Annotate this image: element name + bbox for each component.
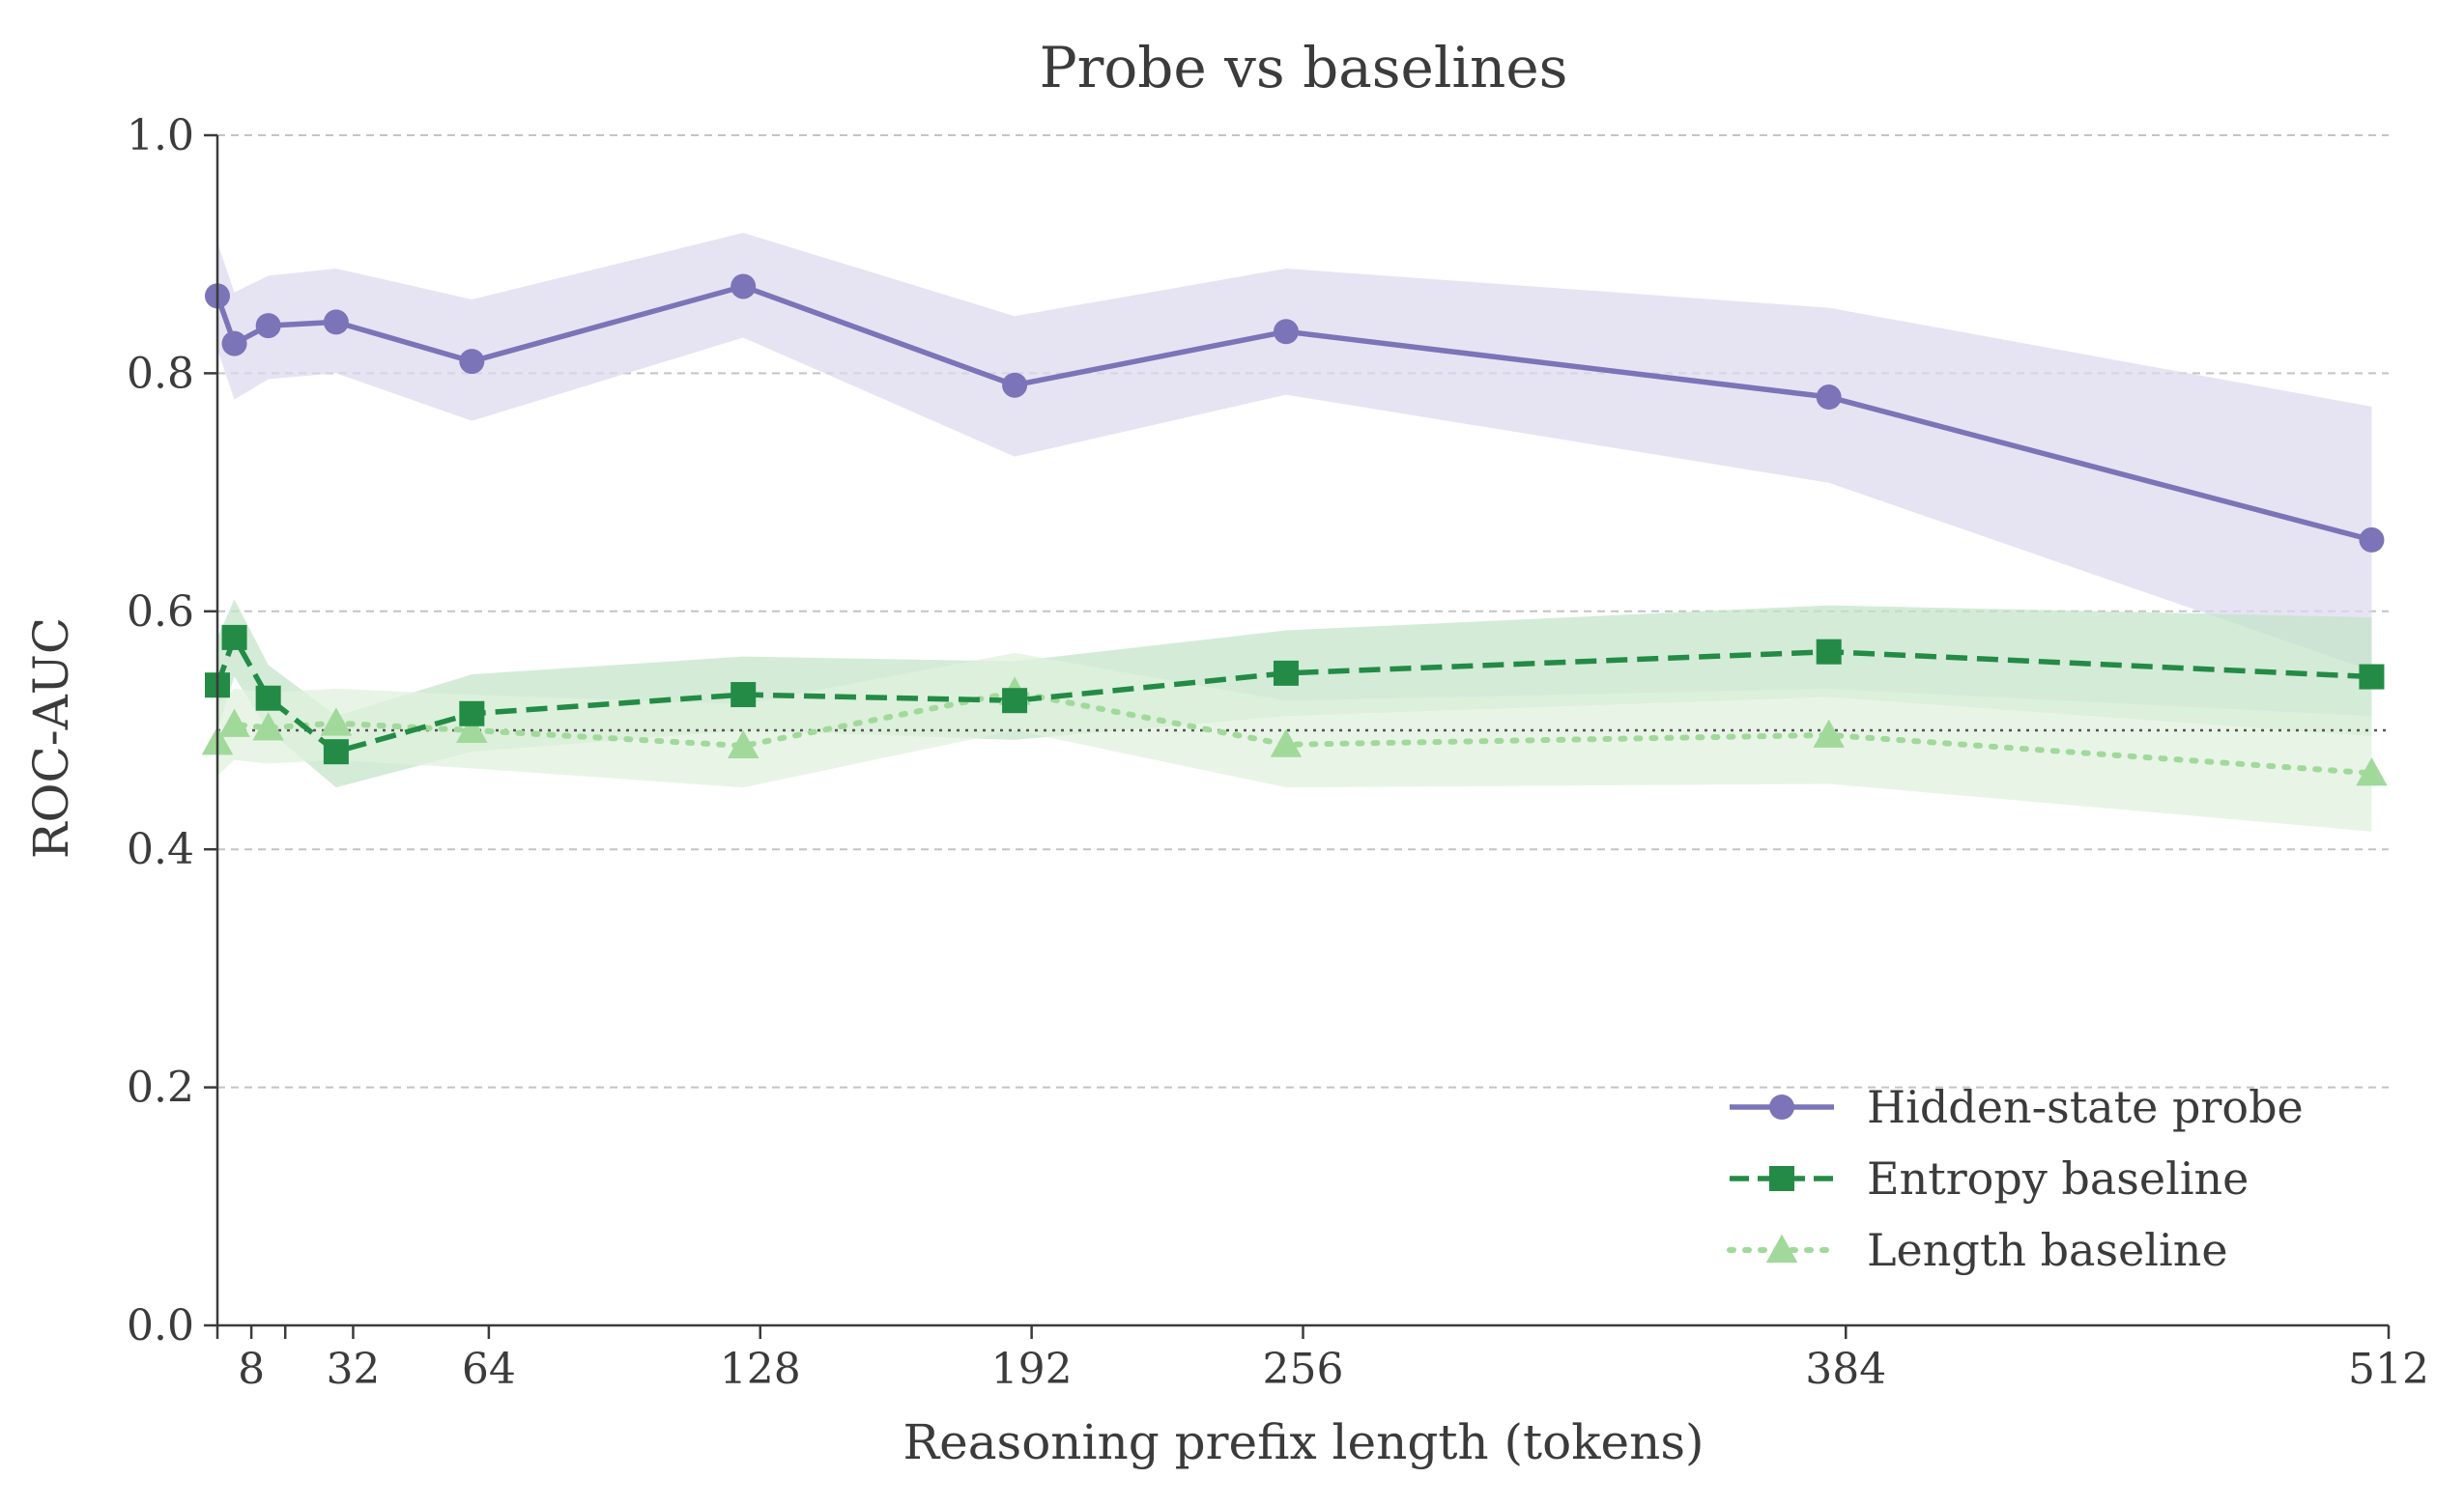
x-tick-label-3: 32 <box>326 1345 380 1394</box>
series-markers <box>201 273 2388 786</box>
point-1-9 <box>2359 664 2385 690</box>
point-0-8 <box>1816 384 1842 411</box>
point-0-9 <box>2359 526 2385 553</box>
point-1-8 <box>1816 639 1842 665</box>
y-tick-label-0: 0.0 <box>127 1301 194 1351</box>
x-axis-label: Reasoning prefix length (tokens) <box>903 1414 1705 1470</box>
x-tick-label-7: 256 <box>1263 1345 1344 1394</box>
x-tick-label-8: 384 <box>1805 1345 1886 1394</box>
point-1-7 <box>1273 660 1299 686</box>
point-1-4 <box>459 700 485 726</box>
series-lines <box>215 283 2375 777</box>
point-1-6 <box>1002 688 1028 714</box>
x-tick-label-5: 128 <box>720 1345 801 1394</box>
series-line-0 <box>215 283 2373 543</box>
legend-marker-0 <box>1769 1095 1794 1120</box>
x-tick-label-4: 64 <box>462 1345 516 1394</box>
point-2-1 <box>218 708 250 737</box>
point-0-3 <box>323 309 349 335</box>
series-line-2 <box>215 689 2375 777</box>
point-2-3 <box>320 707 353 736</box>
legend-marker-2 <box>1765 1234 1798 1263</box>
point-1-2 <box>255 685 281 711</box>
point-2-9 <box>2356 757 2388 786</box>
legend-label-0: Hidden-state probe <box>1867 1081 2304 1133</box>
y-axis-label: ROC-AUC <box>23 617 79 859</box>
y-tick-label-3: 0.6 <box>127 587 194 637</box>
point-1-1 <box>221 624 247 650</box>
y-tick-label-2: 0.4 <box>127 825 194 874</box>
point-0-2 <box>255 313 281 339</box>
legend-marker-1 <box>1769 1166 1794 1191</box>
point-0-6 <box>1002 372 1028 398</box>
legend-label-1: Entropy baseline <box>1867 1152 2249 1205</box>
point-2-5 <box>727 729 759 759</box>
y-tick-label-1: 0.2 <box>127 1064 194 1113</box>
x-tick-label-9: 512 <box>2348 1345 2429 1394</box>
point-0-4 <box>459 349 485 375</box>
ticks: 0.0 0.2 0.4 0.6 0.8 1.0 8 32 64 128 192 256 384 512 <box>127 111 2429 1394</box>
point-0-5 <box>731 273 757 299</box>
legend: Hidden-state probe Entropy baseline Length… <box>1727 1081 2304 1276</box>
point-2-7 <box>1270 728 1303 757</box>
chart-title: Probe vs baselines <box>1040 35 1568 100</box>
series-line-1 <box>215 635 2372 754</box>
point-0-1 <box>221 330 247 356</box>
x-tick-label-1: 8 <box>238 1345 265 1394</box>
x-tick-label-6: 192 <box>991 1345 1073 1394</box>
y-tick-label-4: 0.8 <box>127 349 194 398</box>
point-1-3 <box>323 739 349 765</box>
point-2-4 <box>456 714 488 743</box>
band-0 <box>217 233 2372 671</box>
point-2-2 <box>252 712 284 741</box>
legend-label-2: Length baseline <box>1867 1224 2228 1276</box>
y-tick-label-5: 1.0 <box>127 111 194 160</box>
point-1-5 <box>731 682 757 708</box>
point-0-7 <box>1273 319 1299 345</box>
point-2-8 <box>1813 719 1845 748</box>
